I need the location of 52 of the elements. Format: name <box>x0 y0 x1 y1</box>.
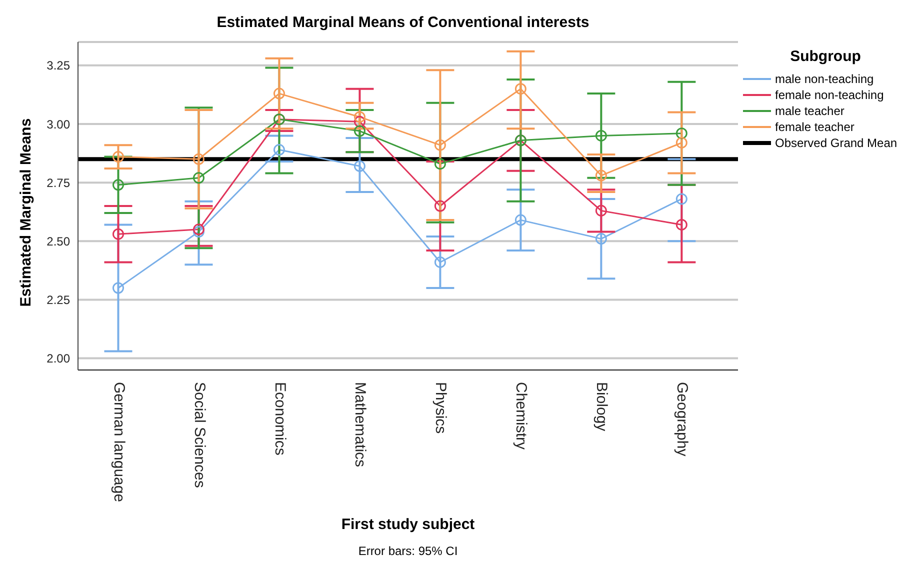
x-tick-label: Geography <box>674 382 691 457</box>
point <box>354 111 366 123</box>
x-tick-label: Social Sciences <box>190 382 208 488</box>
point <box>112 179 124 191</box>
y-tick-label: 2.50 <box>46 234 70 248</box>
x-tick-label: Chemistry <box>512 382 530 450</box>
point <box>434 200 446 212</box>
point <box>676 193 688 205</box>
point <box>112 282 124 294</box>
point <box>112 228 124 240</box>
point <box>192 172 204 184</box>
text: Error bars: 95% CI <box>357 544 459 558</box>
x-tick-label: Mathematics <box>352 382 369 468</box>
point <box>514 83 526 95</box>
point <box>434 158 446 170</box>
y-tick-label: 3.00 <box>46 117 70 132</box>
x-tick-label: Economics <box>271 382 288 456</box>
point <box>192 153 204 165</box>
point <box>434 256 446 268</box>
point <box>354 116 366 128</box>
y-tick-label: 2.00 <box>46 352 70 366</box>
point <box>192 226 204 238</box>
legend-title: Subgroup <box>789 48 862 65</box>
chart-title: Estimated Marginal Means of Conventional interests <box>216 14 590 31</box>
y-axis-title: Estimated Marginal Means <box>18 118 35 306</box>
legend-label: female teacher <box>775 120 854 134</box>
legend-label: Observed Grand Mean <box>775 136 898 150</box>
point <box>676 128 688 140</box>
y-tick-label: 3.25 <box>46 58 70 73</box>
point <box>676 136 688 148</box>
legend-label: male non-teaching <box>775 72 874 86</box>
point <box>595 130 607 142</box>
legend-label: male teacher <box>775 104 844 118</box>
x-tick-label: Biology <box>593 382 610 432</box>
point <box>192 224 204 236</box>
point <box>354 160 366 172</box>
legend-label: female non-teaching <box>775 88 884 102</box>
y-tick-label: 2.75 <box>46 176 70 190</box>
point <box>434 139 446 151</box>
point <box>595 204 607 216</box>
point <box>514 214 526 226</box>
point <box>112 151 124 163</box>
x-tick-label: Physics <box>432 382 450 434</box>
point <box>676 218 688 230</box>
point <box>273 144 285 156</box>
x-axis-title: First study subject <box>340 516 476 533</box>
point <box>595 233 607 245</box>
point <box>354 125 366 137</box>
y-tick-label: 2.25 <box>46 292 70 307</box>
x-tick-label: German language <box>110 382 128 502</box>
point <box>595 170 607 182</box>
point <box>273 88 285 100</box>
